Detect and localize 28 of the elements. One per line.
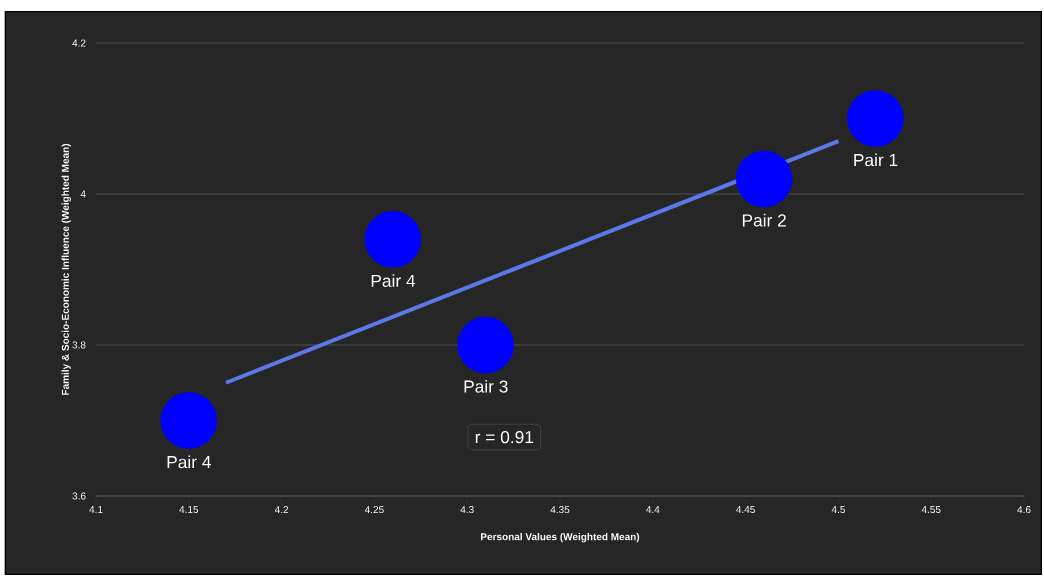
x-axis-title: Personal Values (Weighted Mean) — [481, 532, 640, 543]
x-tick-label: 4.45 — [736, 506, 755, 514]
x-tick-label: 4.1 — [89, 506, 103, 513]
x-tick-label: 4.5 — [831, 506, 845, 514]
point — [847, 90, 904, 147]
y-tick-label: 3.8 — [72, 341, 86, 349]
y-axis-title: Family & Socio-Economic Influence (Weighted Mean) — [61, 143, 71, 395]
annotation: Pair 3 — [464, 379, 508, 393]
x-tick-label: 4.2 — [274, 506, 289, 514]
x-tick-label: 4.4 — [646, 506, 660, 513]
x-tick-label: 4.3 — [460, 506, 474, 514]
x-tick-label: 4.25 — [364, 506, 384, 514]
x-tick-label: 4.15 — [179, 506, 199, 514]
y-tick-label: 4 — [80, 190, 86, 198]
point — [457, 316, 515, 374]
x-tick-label: 4.6 — [1017, 506, 1031, 514]
annotation: Pair 4 — [371, 274, 416, 287]
annotation: Pair 1 — [854, 153, 898, 167]
y-tick-label: 3.6 — [72, 492, 86, 500]
annotation: r = 0.91 — [475, 430, 534, 444]
point — [364, 211, 422, 268]
point — [735, 150, 793, 208]
point — [160, 392, 218, 449]
x-tick-label: 4.55 — [921, 506, 941, 514]
annotation: Pair 2 — [742, 213, 786, 227]
x-tick-label: 4.35 — [550, 506, 570, 514]
y-tick-label: 4.2 — [72, 39, 86, 47]
annotation: Pair 4 — [167, 455, 211, 469]
